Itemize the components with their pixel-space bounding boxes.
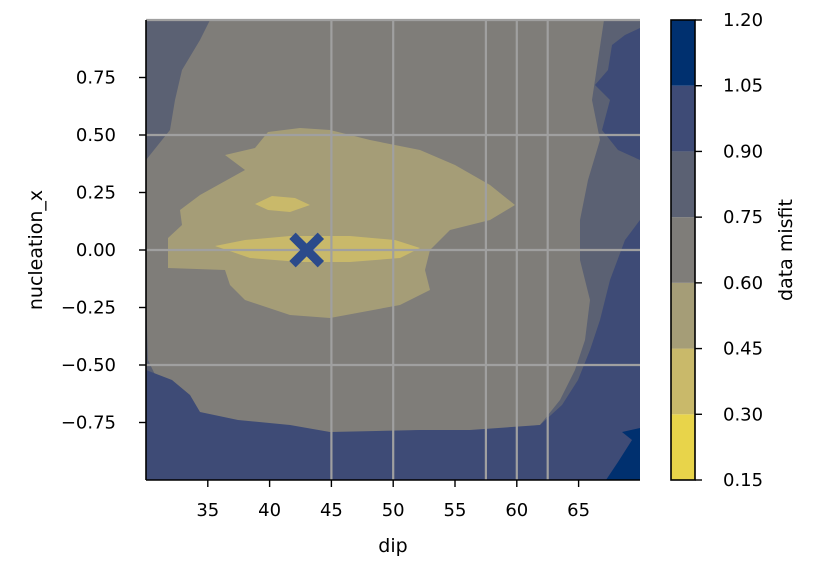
colorbar-tick-label: 1.20 — [723, 10, 763, 31]
x-tick-label: 50 — [382, 500, 405, 521]
colorbar-band — [671, 151, 695, 218]
x-axis-label: dip — [378, 535, 407, 557]
misfit-band-0.90-1.05-right — [595, 28, 640, 160]
y-axis-label: nucleation_x — [25, 190, 47, 310]
best-fit-x-marker — [289, 232, 325, 268]
colorbar-tick-label: 0.30 — [723, 404, 763, 425]
x-tick-label: 45 — [320, 500, 343, 521]
misfit-band-1.05-1.20 — [606, 428, 640, 480]
y-tick-label: 0.50 — [76, 125, 116, 146]
colorbar-ticks: 1.20 1.05 0.90 0.75 0.60 0.45 0.30 0.15 — [695, 10, 763, 491]
x-axis-ticks: 35 40 45 50 55 60 65 — [196, 480, 590, 521]
best-fit-marker — [289, 232, 325, 268]
colorbar-band — [671, 20, 695, 86]
colorbar-band — [671, 282, 695, 349]
colorbar-band — [671, 414, 695, 480]
misfit-band-0.30-0.45-island — [255, 196, 310, 212]
y-tick-label: −0.25 — [61, 298, 116, 319]
misfit-band-0.45-0.60 — [168, 128, 515, 318]
x-tick-label: 60 — [505, 500, 528, 521]
colorbar-frame — [670, 19, 696, 481]
colorbar-label: data misfit — [775, 199, 797, 301]
colorbar-band — [671, 85, 695, 152]
colorbar-band — [671, 217, 695, 283]
colorbar-band — [671, 348, 695, 415]
colorbar-tick-label: 0.45 — [723, 339, 763, 360]
y-tick-label: −0.50 — [61, 355, 116, 376]
colorbar-tick-label: 0.60 — [723, 273, 763, 294]
misfit-band-0.90-1.05 — [146, 220, 640, 480]
y-tick-label: 0.75 — [76, 68, 116, 89]
y-tick-label: 0.00 — [76, 240, 116, 261]
grid-lines — [146, 18, 640, 480]
colorbar-tick-label: 0.15 — [723, 470, 763, 491]
x-tick-label: 55 — [444, 500, 467, 521]
x-tick-label: 65 — [567, 500, 590, 521]
colorbar-tick-label: 0.90 — [723, 141, 763, 162]
colorbar — [670, 19, 696, 481]
y-tick-label: −0.75 — [61, 413, 116, 434]
y-axis-ticks: 0.75 0.50 0.25 0.00 −0.25 −0.50 −0.75 — [61, 68, 146, 434]
colorbar-tick-label: 1.05 — [723, 76, 763, 97]
colorbar-tick-label: 0.75 — [723, 207, 763, 228]
x-tick-label: 40 — [258, 500, 281, 521]
x-tick-label: 35 — [196, 500, 219, 521]
y-tick-label: 0.25 — [76, 183, 116, 204]
